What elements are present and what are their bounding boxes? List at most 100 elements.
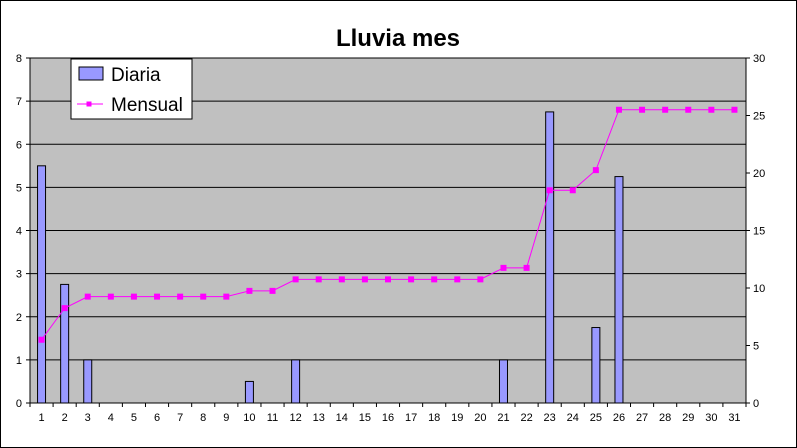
gridlines xyxy=(30,57,746,361)
x-tick-label: 3 xyxy=(85,412,91,424)
point-mensual-3 xyxy=(84,293,91,300)
bar-series xyxy=(37,111,624,404)
x-tick-label: 9 xyxy=(223,412,229,424)
point-mensual-25 xyxy=(592,167,599,174)
x-tick-label: 21 xyxy=(497,412,509,424)
point-mensual-9 xyxy=(223,293,230,300)
point-mensual-22 xyxy=(523,264,530,271)
point-mensual-20 xyxy=(477,276,484,283)
x-tick-label: 22 xyxy=(520,412,532,424)
point-mensual-6 xyxy=(154,293,161,300)
right-tick-label: 25 xyxy=(753,111,765,123)
legend-swatch-diaria xyxy=(78,66,104,81)
left-tick-label: 7 xyxy=(16,96,22,108)
right-tick-label: 15 xyxy=(753,226,765,238)
x-tick-label: 13 xyxy=(313,412,325,424)
x-tick-label: 24 xyxy=(567,412,579,424)
x-tick-label: 1 xyxy=(38,412,44,424)
point-mensual-11 xyxy=(269,287,276,294)
bar-diaria-1 xyxy=(37,165,47,404)
bar-diaria-10 xyxy=(244,380,254,404)
point-mensual-31 xyxy=(731,106,738,113)
x-tick-label: 2 xyxy=(62,412,68,424)
x-axis: 1 2 3 4 5 6 7 8 9 10 11 12 13 14 15 16 17 18 19 20 21 22 23 24 2… xyxy=(29,402,747,424)
x-tick-label: 6 xyxy=(154,412,160,424)
point-mensual-18 xyxy=(431,276,438,283)
right-tick-label: 30 xyxy=(753,53,765,65)
point-mensual-23 xyxy=(546,187,553,194)
left-tick-label: 6 xyxy=(16,139,22,151)
line-series xyxy=(38,106,738,343)
x-tick-label: 18 xyxy=(428,412,440,424)
x-tick-label: 26 xyxy=(613,412,625,424)
legend-label-diaria: Diaria xyxy=(111,65,161,86)
point-mensual-26 xyxy=(615,106,622,113)
point-mensual-13 xyxy=(315,276,322,283)
x-tick-label: 15 xyxy=(359,412,371,424)
x-tick-label: 17 xyxy=(405,412,417,424)
x-tick-label: 8 xyxy=(200,412,206,424)
right-axis: 0 5 10 15 20 25 30 xyxy=(745,53,765,410)
left-tick-label: 8 xyxy=(16,53,22,65)
left-tick-label: 3 xyxy=(16,269,22,281)
point-mensual-1 xyxy=(38,336,45,343)
x-tick-label: 29 xyxy=(682,412,694,424)
x-tick-label: 28 xyxy=(659,412,671,424)
legend-swatch-mensual-marker xyxy=(86,101,92,107)
x-tick-label: 19 xyxy=(451,412,463,424)
point-mensual-15 xyxy=(361,276,368,283)
x-tick-label: 14 xyxy=(336,412,348,424)
bar-diaria-12 xyxy=(291,359,301,404)
bar-diaria-3 xyxy=(83,359,93,404)
left-tick-label: 2 xyxy=(16,312,22,324)
chart-title: Lluvia mes xyxy=(336,25,460,52)
x-tick-label: 25 xyxy=(590,412,602,424)
x-tick-label: 16 xyxy=(382,412,394,424)
x-tick-label: 31 xyxy=(728,412,740,424)
point-mensual-2 xyxy=(61,305,68,312)
right-tick-label: 20 xyxy=(753,168,765,180)
point-mensual-16 xyxy=(385,276,391,283)
right-tick-label: 0 xyxy=(753,398,759,410)
point-mensual-28 xyxy=(662,106,669,113)
point-mensual-29 xyxy=(685,106,692,113)
bar-diaria-26 xyxy=(614,176,624,404)
x-tick-label: 30 xyxy=(705,412,717,424)
point-mensual-27 xyxy=(639,106,646,113)
point-mensual-5 xyxy=(130,293,137,300)
x-tick-label: 23 xyxy=(544,412,556,424)
bar-diaria-23 xyxy=(545,111,555,404)
x-tick-label: 27 xyxy=(636,412,648,424)
legend: Diaria Mensual xyxy=(70,58,193,120)
x-tick-label: 7 xyxy=(177,412,183,424)
point-mensual-30 xyxy=(708,106,715,113)
point-mensual-7 xyxy=(177,293,184,300)
x-tick-label: 20 xyxy=(474,412,486,424)
right-tick-label: 10 xyxy=(753,283,765,295)
x-tick-label: 4 xyxy=(108,412,114,424)
left-tick-label: 1 xyxy=(16,355,22,367)
legend-label-mensual: Mensual xyxy=(111,95,183,116)
x-tick-label: 5 xyxy=(131,412,137,424)
point-mensual-8 xyxy=(200,293,207,300)
point-mensual-4 xyxy=(107,293,114,300)
point-mensual-17 xyxy=(408,276,415,283)
point-mensual-14 xyxy=(338,276,345,283)
left-tick-label: 5 xyxy=(16,182,22,194)
bar-diaria-2 xyxy=(60,283,70,404)
point-mensual-10 xyxy=(246,287,253,294)
point-mensual-21 xyxy=(500,264,507,271)
x-tick-label: 10 xyxy=(243,412,255,424)
bar-diaria-21 xyxy=(498,359,508,404)
left-axis: 0 1 2 3 4 5 6 7 8 xyxy=(16,53,31,410)
point-mensual-24 xyxy=(569,187,576,194)
left-tick-label: 0 xyxy=(16,398,22,410)
point-mensual-12 xyxy=(292,276,299,283)
right-tick-label: 5 xyxy=(753,341,759,353)
left-tick-label: 4 xyxy=(16,226,22,238)
point-mensual-19 xyxy=(454,276,461,283)
bar-diaria-25 xyxy=(591,327,601,404)
x-tick-label: 11 xyxy=(267,412,278,424)
x-tick-label: 12 xyxy=(289,412,301,424)
